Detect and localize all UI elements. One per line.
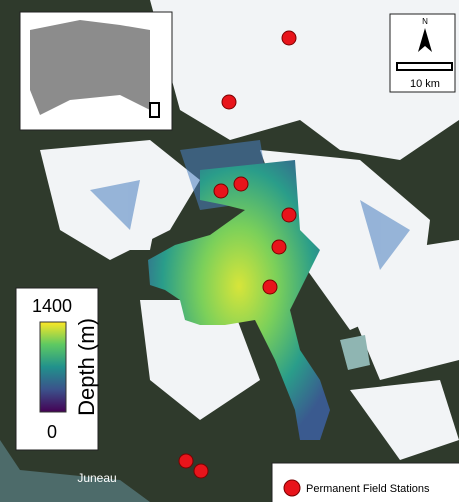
station (282, 208, 296, 222)
scale-bar (397, 63, 452, 70)
station (263, 280, 277, 294)
north-label: N (422, 17, 428, 26)
station (194, 464, 208, 478)
legend-label: Permanent Field Stations (306, 483, 430, 495)
station (222, 95, 236, 109)
station (214, 184, 228, 198)
legend-marker (284, 480, 300, 496)
colorbar (40, 322, 66, 412)
page: N 10 km 1400 0 Depth (m) Juneau Permanen… (0, 0, 459, 502)
station (282, 31, 296, 45)
place-label: Juneau (77, 471, 116, 485)
station (272, 240, 286, 254)
station (234, 177, 248, 191)
colorbar-max: 1400 (32, 296, 72, 316)
station (179, 454, 193, 468)
colorbar-title: Depth (m) (74, 318, 99, 416)
map: N 10 km 1400 0 Depth (m) Juneau Permanen… (0, 0, 459, 502)
colorbar-min: 0 (47, 422, 57, 442)
scale-label: 10 km (410, 78, 440, 90)
